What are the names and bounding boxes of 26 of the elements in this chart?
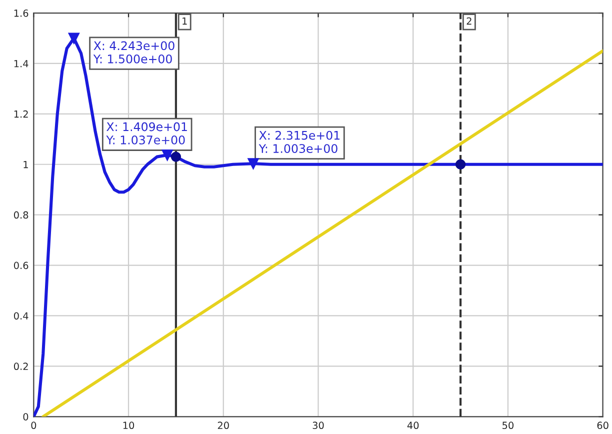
annotation: X: 1.409e+01 Y: 1.037e+00	[106, 122, 187, 144]
x-tick-label: 50	[502, 422, 514, 430]
point	[162, 149, 173, 161]
point	[170, 152, 182, 162]
annotation: 2	[466, 17, 472, 25]
y-tick-label: 1	[24, 160, 28, 168]
annotation: X: 2.315e+01 Y: 1.003e+00	[258, 130, 340, 153]
x-tick-label: 60	[597, 422, 608, 430]
x-tick-label: 10	[123, 422, 134, 430]
y-tick-label: 1.2	[14, 110, 28, 118]
point	[68, 32, 80, 44]
annotation: X: 4.243e+00 Y: 1.500e+00	[93, 41, 174, 64]
x-tick-label: 30	[312, 422, 324, 430]
y-tick-label: 1.6	[14, 10, 28, 17]
y-tick-label: 1.4	[14, 60, 28, 68]
y-tick-label: 0	[23, 413, 28, 420]
x-tick-label: 40	[407, 422, 419, 430]
y-tick-label: 0.4	[14, 312, 28, 320]
x-tick-label: 0	[31, 422, 36, 430]
y-tick-label: 0.8	[14, 211, 28, 219]
y-tick-label: 0.2	[14, 362, 28, 370]
x-tick-label: 20	[218, 422, 229, 430]
annotation: 1	[182, 17, 187, 25]
y-tick-label: 0.6	[14, 262, 28, 270]
point	[455, 159, 466, 170]
point	[248, 158, 259, 170]
